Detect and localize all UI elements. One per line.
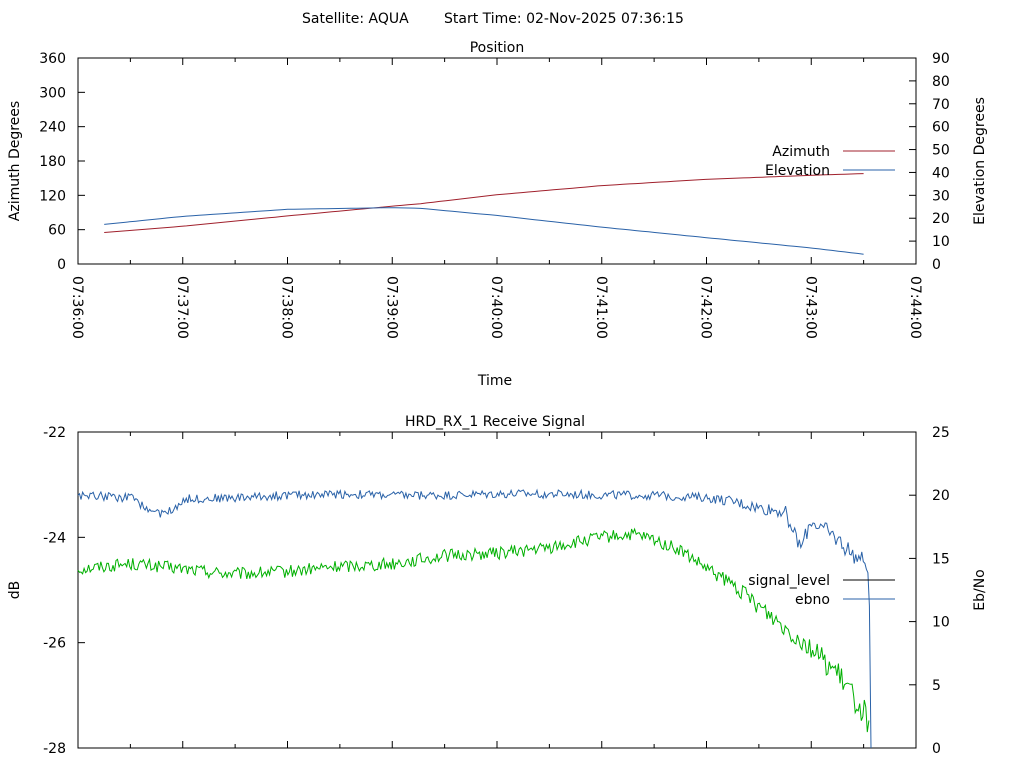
- signal-ytick-label-3: -22: [43, 425, 66, 441]
- signal-y2tick-label-0: 0: [932, 741, 941, 757]
- signal-ebno-axis: 0 5 10 15 20 25: [909, 425, 950, 757]
- position-series-elevation: [104, 207, 864, 255]
- legend-signal-level-label: signal_level: [748, 573, 830, 589]
- position-y2tick-label-0: 0: [932, 257, 941, 273]
- position-y2tick-label-1: 10: [932, 234, 950, 250]
- signal-y2label: Eb/No: [972, 569, 988, 611]
- legend-elevation-label: Elevation: [765, 163, 830, 179]
- signal-legend: signal_level ebno: [748, 573, 895, 608]
- position-xtick-label-3: 07:39:00: [383, 276, 399, 339]
- position-y2tick-label-3: 30: [932, 188, 950, 204]
- position-ytick-label-6: 360: [39, 51, 66, 67]
- signal-db-axis: -28 -26 -24 -22: [43, 425, 85, 757]
- position-plot-frame: [77, 57, 917, 265]
- signal-y2tick-label-1: 5: [932, 678, 941, 694]
- position-xtick-label-1: 07:37:00: [174, 276, 190, 339]
- signal-plot: HRD_RX_1 Receive Signal -28 -26 -24 -22 0 5 1…: [7, 414, 988, 757]
- position-y2tick-label-2: 20: [932, 211, 950, 227]
- position-y2tick-label-8: 80: [932, 74, 950, 90]
- start-time-label: Start Time: 02-Nov-2025 07:36:15: [444, 11, 684, 27]
- position-xtick-label-0: 07:36:00: [69, 276, 85, 339]
- position-xlabel: Time: [477, 373, 512, 389]
- position-ylabel: Azimuth Degrees: [7, 101, 23, 221]
- position-azimuth-axis: 0 60 120 180 240 300 360: [39, 51, 85, 273]
- position-xtick-label-7: 07:43:00: [802, 276, 818, 339]
- signal-time-axis: [77, 432, 917, 748]
- position-ytick-label-5: 300: [39, 85, 66, 101]
- signal-y2tick-label-5: 25: [932, 425, 950, 441]
- position-xtick-label-5: 07:41:00: [593, 276, 609, 339]
- signal-ytick-label-2: -24: [43, 530, 66, 546]
- signal-series-ebno: [77, 488, 872, 749]
- satellite-label: Satellite: AQUA: [302, 11, 409, 27]
- signal-y2tick-label-4: 20: [932, 488, 950, 504]
- signal-plot-frame: [77, 431, 917, 749]
- position-y2label: Elevation Degrees: [972, 97, 988, 225]
- signal-ytick-label-1: -26: [43, 636, 66, 652]
- signal-series-signal-level: [77, 527, 870, 733]
- signal-y2tick-label-2: 10: [932, 615, 950, 631]
- position-plot-title: Position: [470, 40, 525, 56]
- signal-ylabel: dB: [7, 581, 23, 600]
- position-xtick-label-8: 07:44:00: [907, 276, 923, 339]
- position-ytick-label-0: 0: [57, 257, 66, 273]
- position-elevation-axis: 0 10 20 30 40 50 60 70 80 90: [909, 51, 950, 273]
- position-xtick-label-2: 07:38:00: [279, 276, 295, 339]
- position-legend: Azimuth Elevation: [765, 144, 895, 179]
- position-ytick-label-2: 120: [39, 188, 66, 204]
- position-y2tick-label-6: 60: [932, 120, 950, 136]
- signal-series: [77, 488, 872, 749]
- position-time-axis: 07:36:00 07:37:00 07:38:00 07:39:00 07:40:00…: [69, 58, 923, 339]
- signal-ytick-label-0: -28: [43, 741, 66, 757]
- signal-plot-title: HRD_RX_1 Receive Signal: [405, 414, 585, 430]
- position-y2tick-label-5: 50: [932, 143, 950, 159]
- legend-ebno-label: ebno: [795, 592, 830, 608]
- position-series: [104, 173, 864, 255]
- position-series-azimuth: [104, 173, 864, 233]
- position-ytick-label-1: 60: [48, 223, 66, 239]
- signal-y2tick-label-3: 15: [932, 551, 950, 567]
- position-ytick-label-4: 240: [39, 120, 66, 136]
- position-y2tick-label-7: 70: [932, 97, 950, 113]
- position-plot: Position 0 60 120 180 240 300 360 0 10 20 30 40 50 6…: [7, 40, 988, 389]
- position-ytick-label-3: 180: [39, 154, 66, 170]
- position-y2tick-label-9: 90: [932, 51, 950, 67]
- position-xtick-label-4: 07:40:00: [488, 276, 504, 339]
- position-y2tick-label-4: 40: [932, 165, 950, 181]
- position-xtick-label-6: 07:42:00: [698, 276, 714, 339]
- legend-azimuth-label: Azimuth: [772, 144, 830, 160]
